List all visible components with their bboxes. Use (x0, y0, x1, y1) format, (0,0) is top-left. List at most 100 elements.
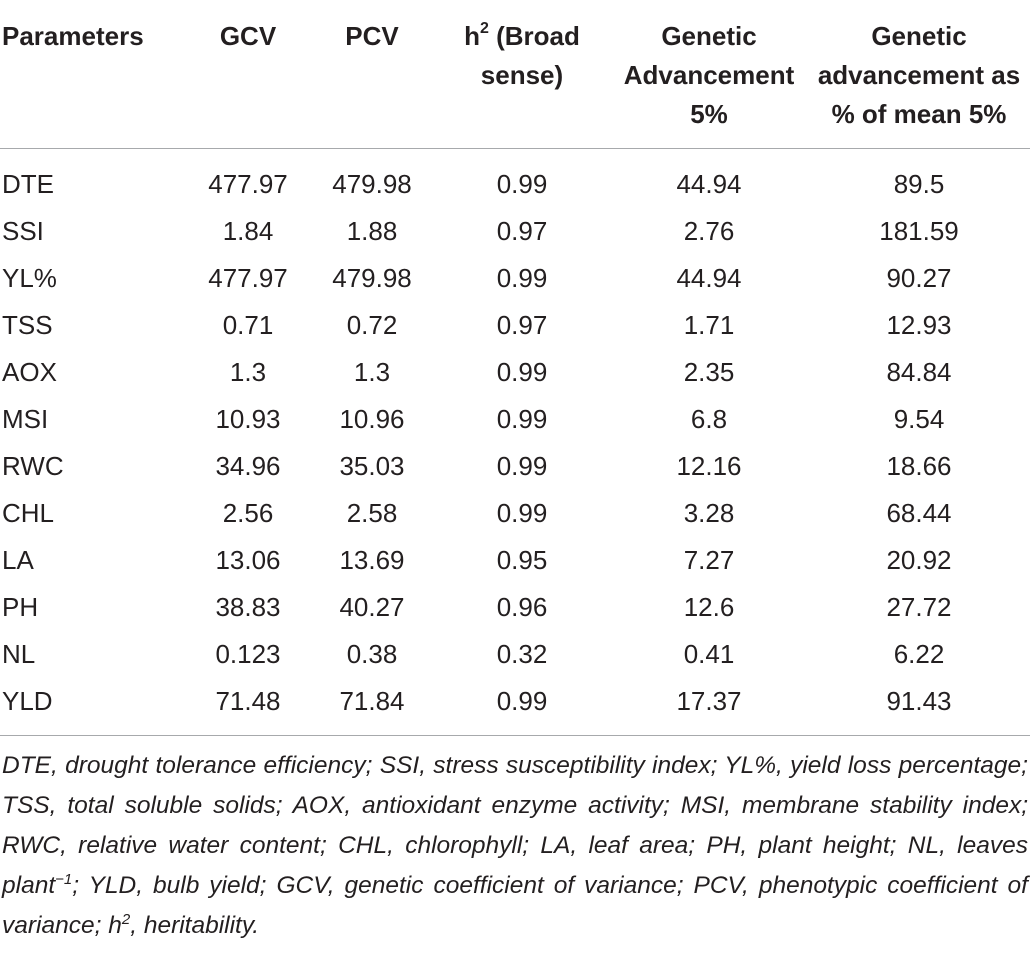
cell-ga-percent-mean: 89.5 (893, 169, 945, 199)
table-row: AOX 1.3 1.3 0.99 2.35 84.84 (0, 349, 1030, 396)
cell-genetic-advancement: 3.28 (683, 498, 735, 528)
table-row: RWC 34.96 35.03 0.99 12.16 18.66 (0, 443, 1030, 490)
cell-ga-percent-mean: 27.72 (886, 592, 952, 622)
cell-ga-percent-mean: 6.22 (893, 639, 945, 669)
table-body: DTE 477.97 479.98 0.99 44.94 89.5 SSI 1.84 1.88 0… (0, 149, 1030, 736)
table-row: YLD 71.48 71.84 0.99 17.37 91.43 (0, 678, 1030, 736)
header-pcv: PCV (310, 0, 434, 149)
table-row: YL% 477.97 479.98 0.99 44.94 90.27 (0, 255, 1030, 302)
table-row: DTE 477.97 479.98 0.99 44.94 89.5 (0, 149, 1030, 209)
footnote-text-2: ; YLD, bulb yield; GCV, genetic coeffici… (2, 872, 1028, 939)
cell-genetic-advancement: 17.37 (610, 678, 808, 736)
header-heritability: h2 (Broad sense) (434, 0, 610, 149)
cell-pcv: 479.98 (332, 169, 412, 199)
cell-parameter: AOX (2, 357, 57, 387)
cell-parameter: DTE (2, 169, 54, 199)
table-row: SSI 1.84 1.88 0.97 2.76 181.59 (0, 208, 1030, 255)
footnote-text-3: , heritability. (130, 912, 260, 939)
cell-genetic-advancement: 12.16 (676, 451, 742, 481)
cell-genetic-advancement: 12.6 (683, 592, 735, 622)
cell-pcv: 40.27 (339, 592, 405, 622)
cell-heritability: 0.95 (496, 545, 548, 575)
table-row: LA 13.06 13.69 0.95 7.27 20.92 (0, 537, 1030, 584)
table-row: NL 0.123 0.38 0.32 0.41 6.22 (0, 631, 1030, 678)
header-gcv: GCV (186, 0, 310, 149)
cell-parameter: SSI (2, 216, 44, 246)
cell-ga-percent-mean: 12.93 (886, 310, 952, 340)
header-row: Parameters GCV PCV h2 (Broad sense) Gene… (0, 0, 1030, 149)
cell-pcv: 2.58 (346, 498, 398, 528)
cell-heritability: 0.97 (496, 310, 548, 340)
cell-genetic-advancement: 0.41 (683, 639, 735, 669)
cell-pcv: 1.3 (353, 357, 391, 387)
cell-gcv: 0.123 (215, 639, 281, 669)
cell-ga-percent-mean: 18.66 (886, 451, 952, 481)
cell-genetic-advancement: 2.76 (683, 216, 735, 246)
table-footnote: DTE, drought tolerance efficiency; SSI, … (0, 736, 1030, 946)
cell-ga-percent-mean: 20.92 (886, 545, 952, 575)
footnote-text-1: DTE, drought tolerance efficiency; SSI, … (2, 752, 1028, 899)
cell-parameter: PH (2, 592, 39, 622)
cell-gcv: 2.56 (222, 498, 274, 528)
table-row: TSS 0.71 0.72 0.97 1.71 12.93 (0, 302, 1030, 349)
cell-gcv: 1.3 (229, 357, 267, 387)
cell-heritability: 0.97 (496, 216, 548, 246)
cell-gcv: 71.48 (186, 678, 310, 736)
cell-gcv: 34.96 (215, 451, 281, 481)
cell-heritability: 0.99 (434, 678, 610, 736)
cell-pcv: 13.69 (339, 545, 405, 575)
cell-pcv: 10.96 (339, 404, 405, 434)
table-row: MSI 10.93 10.96 0.99 6.8 9.54 (0, 396, 1030, 443)
cell-gcv: 10.93 (215, 404, 281, 434)
cell-ga-percent-mean: 68.44 (886, 498, 952, 528)
cell-pcv: 71.84 (310, 678, 434, 736)
cell-ga-percent-mean: 181.59 (879, 216, 959, 246)
cell-heritability: 0.96 (496, 592, 548, 622)
cell-heritability: 0.99 (496, 169, 548, 199)
cell-parameter: LA (2, 545, 34, 575)
table-header: Parameters GCV PCV h2 (Broad sense) Gene… (0, 0, 1030, 149)
cell-heritability: 0.99 (496, 357, 548, 387)
cell-pcv: 0.72 (346, 310, 398, 340)
cell-parameter: MSI (2, 404, 49, 434)
cell-gcv: 477.97 (208, 263, 288, 293)
cell-ga-percent-mean: 91.43 (808, 678, 1030, 736)
header-h: h (464, 21, 480, 51)
cell-ga-percent-mean: 90.27 (886, 263, 952, 293)
cell-ga-percent-mean: 84.84 (886, 357, 952, 387)
header-h-superscript: 2 (479, 20, 489, 38)
data-table-container: Parameters GCV PCV h2 (Broad sense) Gene… (0, 0, 1030, 946)
cell-pcv: 35.03 (339, 451, 405, 481)
cell-heritability: 0.99 (496, 451, 548, 481)
cell-gcv: 0.71 (222, 310, 274, 340)
cell-heritability: 0.99 (496, 263, 548, 293)
cell-genetic-advancement: 7.27 (683, 545, 735, 575)
cell-genetic-advancement: 1.71 (683, 310, 735, 340)
cell-genetic-advancement: 44.94 (676, 263, 742, 293)
genetic-parameters-table: Parameters GCV PCV h2 (Broad sense) Gene… (0, 0, 1030, 736)
cell-gcv: 13.06 (215, 545, 281, 575)
cell-gcv: 1.84 (222, 216, 274, 246)
cell-heritability: 0.99 (496, 404, 548, 434)
header-genetic-advancement: Genetic Advancement 5% (610, 0, 808, 149)
cell-genetic-advancement: 6.8 (690, 404, 728, 434)
header-genetic-advancement-percent-mean: Genetic advancement as % of mean 5% (808, 0, 1030, 149)
cell-pcv: 479.98 (332, 263, 412, 293)
header-parameters: Parameters (0, 0, 186, 149)
cell-pcv: 0.38 (346, 639, 398, 669)
cell-parameter: CHL (2, 498, 55, 528)
cell-genetic-advancement: 44.94 (676, 169, 742, 199)
table-row: CHL 2.56 2.58 0.99 3.28 68.44 (0, 490, 1030, 537)
cell-genetic-advancement: 2.35 (683, 357, 735, 387)
footnote-superscript-two: 2 (121, 910, 131, 928)
cell-gcv: 477.97 (208, 169, 288, 199)
cell-parameter: RWC (2, 451, 64, 481)
cell-gcv: 38.83 (215, 592, 281, 622)
cell-parameter: YL% (2, 263, 57, 293)
cell-ga-percent-mean: 9.54 (893, 404, 945, 434)
cell-parameter: YLD (0, 678, 186, 736)
footnote-superscript-minus-one: −1 (55, 870, 73, 888)
cell-heritability: 0.99 (496, 498, 548, 528)
cell-pcv: 1.88 (346, 216, 398, 246)
header-broad-sense: (Broad sense) (480, 21, 580, 90)
